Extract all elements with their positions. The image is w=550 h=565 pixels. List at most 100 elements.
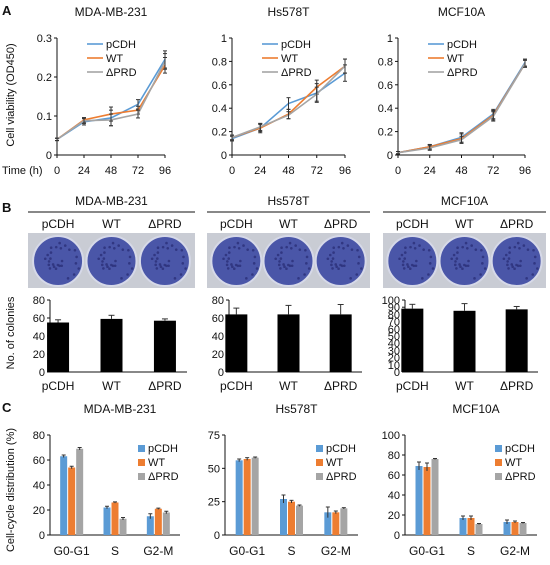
colony-dot [349, 277, 352, 280]
legend-label: pCDH [106, 39, 136, 51]
group-title: MCF10A [441, 194, 488, 208]
plate-label: pCDH [42, 217, 75, 231]
colony-dot [232, 267, 236, 271]
colony-bar [329, 314, 352, 372]
x-tick-label: 24 [424, 165, 436, 177]
colony-dot [75, 255, 78, 259]
y-tick-label: 40 [388, 490, 400, 502]
colony-dot [412, 241, 416, 245]
colony-dot [108, 245, 111, 249]
colony-dot [287, 263, 290, 267]
x-tick-label: 72 [487, 165, 499, 177]
colony-dot [456, 246, 459, 249]
colony-dot [226, 260, 229, 263]
colony-dot [531, 273, 535, 276]
y-tick-label: 0.2 [378, 127, 393, 139]
colony-dot [173, 277, 177, 280]
colony-plate [386, 235, 439, 287]
series-bar-2 [251, 457, 259, 535]
legend-swatch [495, 445, 502, 452]
colony-dot [47, 263, 51, 267]
colony-dot [525, 277, 528, 280]
y-tick-label: 25 [208, 497, 220, 509]
colony-dot [458, 263, 461, 266]
x-tick-label: S [287, 544, 295, 558]
colony-dot [236, 241, 240, 245]
colony-dot [228, 246, 231, 249]
panel-b-ylabel: No. of colonies [5, 296, 17, 369]
colony-dot [532, 248, 535, 252]
y-tick-label: 0.2 [212, 127, 227, 139]
colony-dot [294, 244, 297, 247]
legend-swatch [316, 445, 323, 452]
colony-dot [280, 246, 283, 249]
colony-dot [343, 264, 346, 268]
y-tick-label: 0 [214, 530, 220, 542]
legend-label: ΔPRD [505, 471, 536, 483]
plate-label: pCDH [396, 217, 429, 231]
colony-dot [508, 251, 511, 254]
colony-dot [280, 251, 283, 254]
colony-dot [508, 246, 512, 249]
colony-dot [355, 273, 359, 276]
panel-a-xlabel: Time (h) [2, 165, 43, 177]
series-bar-1 [154, 508, 162, 535]
colony-dot [506, 260, 509, 263]
colony-dot [174, 248, 178, 251]
plate-label: WT [102, 217, 121, 231]
colony-dot [421, 277, 424, 280]
legend-swatch [495, 473, 502, 480]
colony-dot [154, 263, 158, 267]
colony-dot [120, 277, 123, 280]
colony-dot [350, 248, 354, 251]
legend-label: pCDH [326, 443, 356, 455]
colony-dot [518, 247, 521, 250]
y-tick-label: 75 [208, 430, 220, 442]
colony-dot [180, 248, 184, 252]
colony-dot [252, 262, 256, 265]
colony-dot [108, 267, 111, 271]
colony-dot [297, 277, 300, 280]
colony-dot [111, 241, 115, 245]
cellcycle-chart-2: MCF10A 0 20 40 60 80 100 G0-G1 S G2-M pCDH WT ΔPRD [382, 402, 537, 558]
y-tick-label: 40 [33, 331, 45, 343]
colony-dot [154, 260, 158, 263]
y-tick-label: 70 [388, 317, 400, 329]
y-tick-label: 100 [382, 430, 400, 442]
colony-dot [429, 255, 433, 259]
colony-dot [307, 267, 311, 270]
colony-plate [138, 235, 191, 287]
colony-dot [431, 267, 435, 270]
colony-dot [507, 267, 510, 270]
colony-dot [422, 248, 425, 251]
colony-dot [156, 251, 160, 254]
x-tick-label: pCDH [220, 379, 253, 393]
colony-dot [357, 262, 360, 265]
colony-dot [56, 263, 60, 267]
series-bar-2 [119, 518, 127, 535]
colony-dot [158, 263, 162, 266]
x-tick-label: 96 [339, 165, 351, 177]
series-bar-1 [243, 459, 251, 535]
colony-dot [474, 248, 478, 251]
colony-dot [251, 273, 254, 276]
colony-dot [360, 267, 363, 270]
colony-dot [167, 264, 170, 268]
colony-dot [279, 257, 283, 260]
x-tick-label: pCDH [396, 379, 429, 393]
colony-dot [161, 245, 165, 249]
colony-dot [337, 267, 340, 271]
x-tick-label: G0-G1 [409, 544, 445, 558]
colony-dot [59, 247, 63, 250]
x-tick-label: 96 [159, 165, 171, 177]
colony-dot [332, 251, 335, 254]
colony-dot [346, 244, 350, 247]
series-bar-1 [111, 502, 119, 535]
colony-plate [262, 235, 315, 287]
cellcycle-chart-1: Hs578T 0 25 50 75 G0-G1 S G2-M pCDH WT ΔPRD [208, 402, 358, 558]
colony-dot [153, 253, 156, 257]
x-tick-label: 72 [311, 165, 323, 177]
legend-swatch [316, 473, 323, 480]
y-tick-label: 40 [388, 338, 400, 350]
colony-dot [418, 244, 421, 247]
